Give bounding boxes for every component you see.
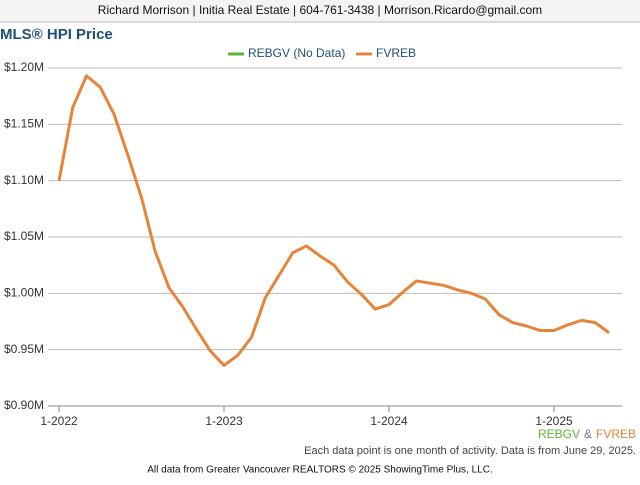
x-tick-label: 1-2022 bbox=[40, 414, 78, 428]
y-tick-label: $1.05M bbox=[4, 229, 44, 243]
legend-label: REBGV (No Data) bbox=[248, 46, 345, 60]
header-text: Richard Morrison | Initia Real Estate | … bbox=[98, 3, 542, 17]
footer-legend-item: FVREB bbox=[596, 427, 636, 441]
series-line bbox=[57, 74, 610, 367]
y-tick-label: $1.10M bbox=[4, 173, 44, 187]
note: Each data point is one month of activity… bbox=[304, 445, 636, 457]
y-tick-label: $1.15M bbox=[4, 117, 44, 131]
y-tick-label: $1.00M bbox=[4, 286, 44, 300]
y-tick-label: $1.20M bbox=[4, 60, 44, 74]
legend-label: FVREB bbox=[376, 46, 416, 60]
y-tick-label: $0.90M bbox=[4, 398, 44, 412]
footer-legend: REBGV & FVREB bbox=[538, 427, 636, 441]
chart-title: MLS® HPI Price bbox=[0, 26, 113, 43]
footer-legend-item: REBGV bbox=[538, 427, 580, 441]
footer: All data from Greater Vancouver REALTORS… bbox=[147, 465, 492, 476]
x-tick-label: 1-2024 bbox=[370, 414, 408, 428]
footer-legend-item: & bbox=[584, 427, 592, 441]
header-bar bbox=[0, 0, 640, 22]
x-tick-label: 1-2025 bbox=[535, 414, 573, 428]
x-tick-label: 1-2023 bbox=[205, 414, 243, 428]
y-tick-label: $0.95M bbox=[4, 342, 44, 356]
